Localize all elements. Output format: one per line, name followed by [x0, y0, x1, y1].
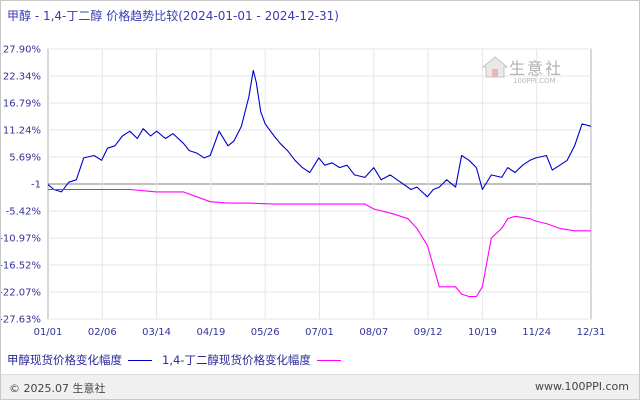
y-tick-label: -5.42% — [6, 207, 41, 218]
line-chart: 27.90% 22.34% 16.79% 11.24% 5.69% -1 -5.42% -10… — [1, 45, 606, 339]
legend-swatch-series2 — [316, 360, 341, 361]
y-tick-label: 11.24% — [3, 126, 41, 137]
y-tick-label: 16.79% — [3, 99, 41, 110]
watermark-name: 生意社 — [509, 59, 564, 78]
watermark: 生意社 100PPI.COM — [479, 53, 579, 99]
x-tick-label: 11/24 — [522, 327, 551, 338]
y-tick-label: -1 — [31, 180, 41, 191]
x-tick-label: 01/01 — [34, 327, 63, 338]
legend: 甲醇现货价格变化幅度 1,4-丁二醇现货价格变化幅度 — [7, 352, 351, 368]
legend-label-series1: 甲醇现货价格变化幅度 — [7, 353, 122, 367]
x-tick-label: 08/07 — [359, 327, 388, 338]
y-tick-label: -10.97% — [1, 234, 41, 245]
x-tick-label: 03/14 — [142, 327, 171, 338]
watermark-url: 100PPI.COM — [513, 77, 556, 85]
y-tick-label: 5.69% — [9, 153, 41, 164]
source-link[interactable]: www.100PPI.com — [535, 380, 629, 393]
x-tick-label: 02/06 — [88, 327, 117, 338]
x-tick-label: 04/19 — [196, 327, 225, 338]
x-tick-label: 09/12 — [414, 327, 443, 338]
x-tick-label: 12/31 — [577, 327, 606, 338]
x-tick-label: 07/01 — [305, 327, 334, 338]
y-tick-label: 27.90% — [3, 45, 41, 56]
y-tick-label: -16.52% — [1, 261, 41, 272]
footer-bar: © 2025.07 生意社 www.100PPI.com — [1, 374, 639, 399]
y-tick-label: 22.34% — [3, 72, 41, 83]
legend-swatch-series1 — [128, 360, 152, 361]
y-tick-label: -22.07% — [1, 288, 41, 299]
y-tick-label: -27.63% — [1, 315, 41, 326]
x-tick-label: 05/26 — [251, 327, 280, 338]
x-tick-label: 10/19 — [468, 327, 497, 338]
chart-title: 甲醇 - 1,4-丁二醇 价格趋势比较(2024-01-01 - 2024-12… — [7, 9, 339, 23]
series-line-1 — [47, 69, 592, 198]
series-line-2 — [48, 188, 591, 298]
house-logo-icon — [481, 56, 509, 78]
copyright-text: © 2025.07 生意社 — [9, 382, 106, 395]
legend-label-series2: 1,4-丁二醇现货价格变化幅度 — [162, 353, 311, 367]
